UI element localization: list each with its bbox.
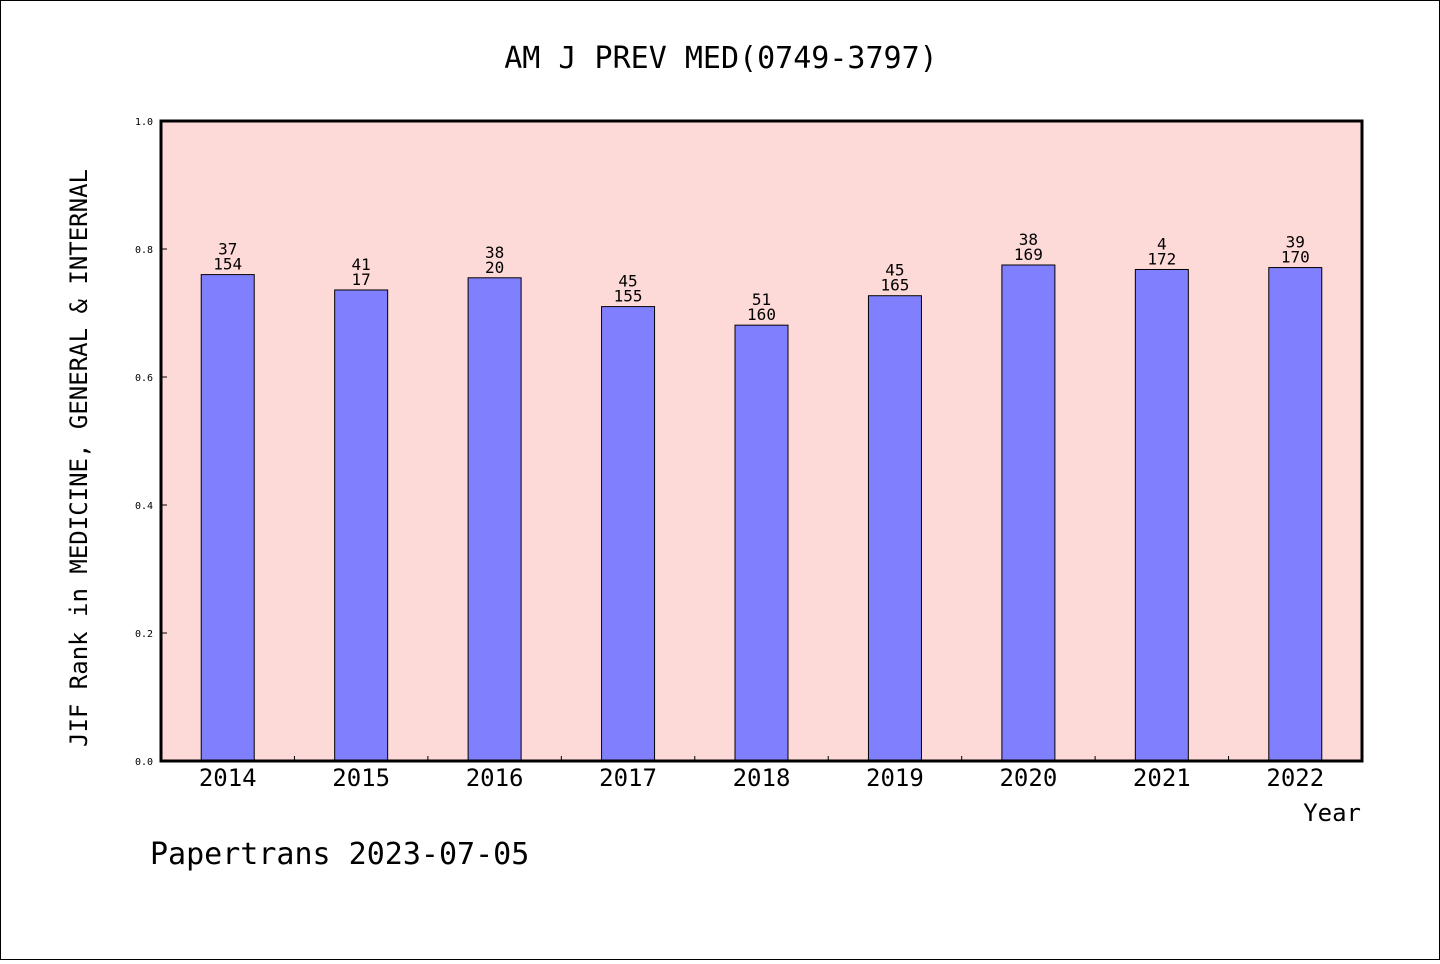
- x-tick-label: 2018: [733, 764, 791, 792]
- data-label-top: 51: [752, 290, 771, 309]
- data-label-bottom: 169: [1014, 245, 1043, 264]
- bar-2016: [467, 277, 522, 762]
- x-tick-label: 2016: [466, 764, 524, 792]
- y-tick-label: 0.8: [135, 245, 153, 256]
- bar-2017: [601, 306, 656, 762]
- y-tick-label: 0.6: [135, 373, 153, 384]
- bar-2019: [867, 295, 922, 762]
- data-label-top: 38: [1019, 230, 1038, 249]
- data-label-bottom: 17: [352, 270, 371, 289]
- x-tick-label: 2022: [1266, 764, 1324, 792]
- data-label-bottom: 160: [747, 305, 776, 324]
- data-label-bottom: 154: [213, 255, 242, 274]
- x-tick-label: 2017: [599, 764, 657, 792]
- x-tick-label: 2015: [332, 764, 390, 792]
- x-axis-label: Year: [1303, 799, 1361, 827]
- bar-2018: [734, 324, 789, 762]
- chart-title: AM J PREV MED(0749-3797): [504, 41, 937, 76]
- data-label-bottom: 20: [485, 258, 504, 277]
- data-label-top: 37: [218, 240, 237, 259]
- x-tick-label: 2021: [1133, 764, 1191, 792]
- data-label-bottom: 172: [1147, 249, 1176, 268]
- data-label-bottom: 155: [614, 287, 643, 306]
- data-label-top: 45: [618, 272, 637, 291]
- x-tick-label: 2019: [866, 764, 924, 792]
- data-label-top: 45: [885, 261, 904, 280]
- plot-border: [159, 119, 1364, 763]
- y-tick-label: 0.2: [135, 629, 153, 640]
- data-label-top: 39: [1286, 233, 1305, 252]
- data-label-bottom: 165: [880, 276, 909, 295]
- bar-2014: [200, 274, 255, 762]
- data-label-top: 38: [485, 243, 504, 262]
- bar-2021: [1134, 268, 1189, 762]
- y-tick-label: 0.4: [135, 501, 153, 512]
- x-axis-ticks: 2014 2015 2016 2017 2018 2019 2020 2021 2022: [199, 756, 1324, 792]
- bars: [200, 264, 1323, 762]
- bar-2020: [1001, 264, 1056, 762]
- bar-2022: [1268, 267, 1323, 762]
- data-label-top: 41: [352, 255, 371, 274]
- y-tick-label: 1.0: [135, 117, 153, 128]
- footer-credit: Papertrans 2023-07-05: [150, 837, 529, 872]
- y-tick-label: 0.0: [135, 757, 153, 768]
- data-label-top: 4: [1157, 234, 1167, 253]
- data-label-bottom: 170: [1281, 248, 1310, 267]
- x-tick-label: 2020: [999, 764, 1057, 792]
- y-axis-label: JIF Rank in MEDICINE, GENERAL & INTERNAL: [65, 169, 93, 747]
- bar-2015: [334, 289, 389, 762]
- x-tick-label: 2014: [199, 764, 257, 792]
